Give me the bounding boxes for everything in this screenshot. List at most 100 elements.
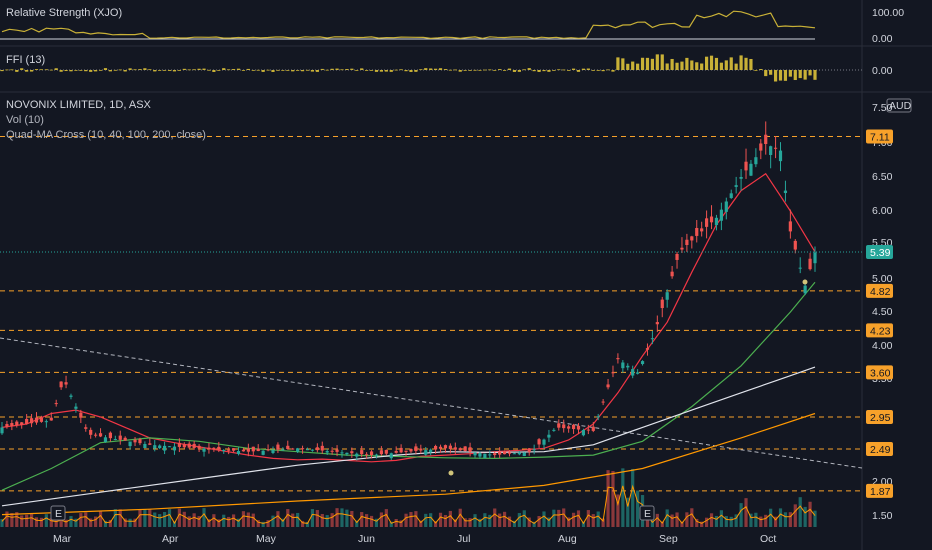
ffi-bar [296, 70, 300, 71]
ffi-bar [793, 70, 797, 81]
ffi-bar [10, 69, 14, 71]
ffi-bar [729, 57, 733, 70]
candle-body [39, 417, 44, 422]
ffi-bar [138, 69, 142, 70]
volume-bar [793, 504, 797, 527]
volume-bar [246, 512, 250, 527]
ffi-bar [675, 62, 679, 70]
ffi-bar [453, 69, 457, 71]
ffi-bar [685, 57, 689, 70]
candle-body [300, 448, 305, 450]
ffi-bar [128, 68, 132, 70]
volume-bar [557, 509, 561, 527]
price-level-tag [866, 129, 893, 144]
candle-body [59, 381, 63, 388]
ffi-bar [606, 69, 610, 71]
ffi-bar [788, 70, 792, 77]
candle-body [123, 437, 127, 441]
candle-body [754, 157, 758, 165]
candle-body [606, 384, 610, 388]
candle-body [118, 435, 122, 440]
volume-bar [596, 511, 600, 527]
volume-bar [64, 519, 68, 527]
volume-bar [690, 508, 694, 527]
ffi-bar [79, 70, 83, 71]
ffi-bar [670, 58, 674, 70]
candle-body [305, 449, 310, 451]
volume-bar [187, 516, 191, 527]
ffi-bar [502, 70, 507, 71]
ffi-bar [749, 58, 753, 70]
ffi-bar [271, 70, 275, 72]
ffi-bar [690, 60, 694, 70]
candle-body [64, 382, 68, 385]
trendline[interactable] [0, 337, 863, 469]
volume-bar [473, 514, 477, 527]
volume-bar [320, 513, 324, 527]
ffi-bar [172, 70, 177, 72]
ffi-bar [389, 70, 393, 72]
candle-body [404, 450, 408, 452]
ffi-bar [719, 62, 723, 70]
ffi-bar [591, 70, 595, 71]
ffi-bar [15, 70, 19, 72]
price-level-value: 3.60 [870, 367, 891, 379]
ffi-bar [601, 70, 605, 72]
volume-bar [680, 521, 684, 527]
ffi-bar [695, 62, 699, 70]
candle-body [172, 446, 177, 451]
volume-bar [434, 521, 438, 527]
earnings-marker[interactable]: E [639, 505, 655, 521]
ffi-bar [724, 60, 728, 70]
ffi-bar [571, 68, 576, 70]
volume-bar [537, 516, 541, 527]
volume-bar [281, 518, 285, 527]
volume-bar [266, 520, 270, 527]
candle-body [54, 403, 58, 405]
volume-bar [512, 520, 517, 527]
candle-body [20, 422, 24, 425]
candle-body [793, 240, 797, 250]
volume-bar [424, 513, 428, 527]
volume-bar [744, 498, 748, 527]
ffi-bar [5, 69, 9, 71]
ffi-bar [374, 70, 379, 72]
candle-body [759, 143, 763, 151]
time-axis[interactable]: Mar Apr May Jun Jul Aug Sep Oct [53, 533, 776, 545]
earnings-marker[interactable]: E [50, 505, 66, 521]
volume-bar [404, 513, 408, 527]
ffi-bar [434, 68, 438, 70]
ffi-bar [197, 68, 201, 70]
volume-bar [256, 520, 260, 527]
volume-bar [217, 519, 221, 527]
candle-body [685, 239, 689, 245]
ffi-bar [596, 70, 600, 71]
candle-body [108, 432, 112, 439]
candle-body [89, 429, 93, 435]
candle-body [660, 299, 664, 309]
ffi-bar [266, 69, 270, 71]
ffi-bar [261, 70, 265, 72]
ffi-bar [202, 68, 206, 70]
volume-bar [606, 470, 610, 527]
candle-body [379, 450, 383, 455]
candle-body [596, 416, 600, 418]
candle-body [291, 448, 295, 450]
candle-body [562, 424, 566, 429]
ffi-bar [355, 70, 359, 71]
ffi-bar [384, 70, 388, 72]
ffi-bar [212, 70, 216, 72]
volume-bar [655, 513, 659, 527]
ffi-bar [759, 69, 763, 70]
candle-body [374, 454, 379, 456]
ffi-bar [626, 63, 630, 70]
ffi-pane: FFI (13) 0.00 [0, 54, 893, 82]
ffi-bar [645, 57, 650, 70]
ffi-bar [143, 68, 147, 70]
volume-bar [89, 518, 93, 527]
volume-bar [695, 518, 699, 527]
candle-body [94, 434, 98, 436]
ffi-bar [84, 70, 88, 72]
currency-badge[interactable] [886, 98, 912, 113]
